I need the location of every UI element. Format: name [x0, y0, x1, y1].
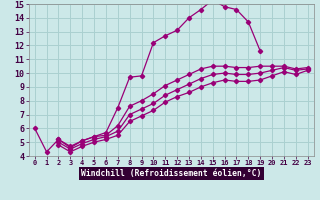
X-axis label: Windchill (Refroidissement éolien,°C): Windchill (Refroidissement éolien,°C)	[81, 169, 261, 178]
